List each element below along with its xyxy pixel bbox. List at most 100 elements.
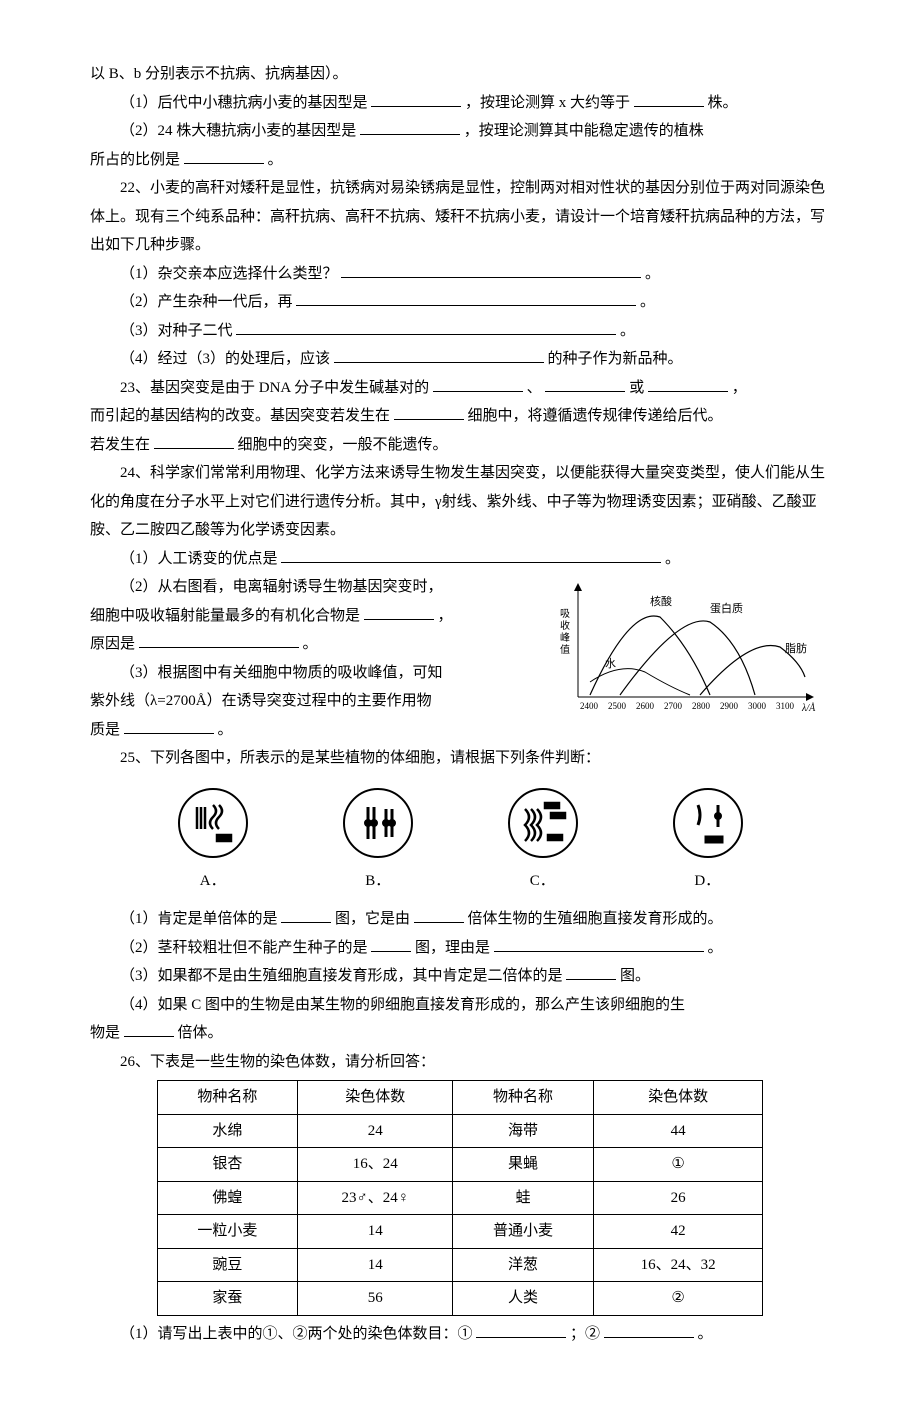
q25-4b: 物是 倍体。 <box>90 1019 830 1048</box>
svg-text:2700: 2700 <box>664 701 683 711</box>
blank[interactable] <box>566 964 616 980</box>
table-row: 银杏16、24果蝇① <box>157 1148 763 1182</box>
label-water: 水 <box>605 657 616 670</box>
table-row: 家蚕56人类② <box>157 1282 763 1316</box>
blank[interactable] <box>281 547 661 563</box>
text: 图。 <box>620 968 650 984</box>
q25-4a: （4）如果 C 图中的生物是由某生物的卵细胞直接发育形成的，那么产生该卵细胞的生 <box>90 991 830 1020</box>
q22-3: （3）对种子二代 。 <box>90 317 830 346</box>
blank[interactable] <box>341 262 641 278</box>
q22-1: （1）杂交亲本应选择什么类型？ 。 <box>90 260 830 289</box>
text: 细胞中的突变，一般不能遗传。 <box>238 437 448 453</box>
blank[interactable] <box>296 290 636 306</box>
th: 染色体数 <box>593 1081 763 1115</box>
blank[interactable] <box>494 936 704 952</box>
text: 。 <box>640 294 655 310</box>
text: 倍体生物的生殖细胞直接发育形成的。 <box>468 911 723 927</box>
blank[interactable] <box>334 347 544 363</box>
text: 。 <box>620 323 635 339</box>
blank[interactable] <box>236 319 616 335</box>
text: ， <box>732 380 747 396</box>
label-d: D． <box>694 867 720 896</box>
label-protein: 蛋白质 <box>710 601 743 615</box>
q26-1: （1）请写出上表中的①、②两个处的染色体数目：① ；② 。 <box>90 1320 830 1349</box>
text: 。 <box>303 636 318 652</box>
blank[interactable] <box>281 907 331 923</box>
cell-a-icon <box>173 783 253 863</box>
q23-line1: 23、基因突变是由于 DNA 分子中发生碱基对的 、 或 ， <box>90 374 830 403</box>
table-row: 豌豆14洋葱16、24、32 <box>157 1248 763 1282</box>
q23-line3: 若发生在 细胞中的突变，一般不能遗传。 <box>90 431 830 460</box>
text: （4）经过（3）的处理后，应该 <box>120 351 330 367</box>
cell-labels: A． B． C． D． <box>130 867 790 896</box>
absorption-chart: 吸收峰值 核酸 蛋白质 水 脂肪 2400 2500 2600 2700 280… <box>550 577 830 738</box>
text: 而引起的基因结构的改变。基因突变若发生在 <box>90 408 390 424</box>
blank[interactable] <box>364 604 434 620</box>
blank[interactable] <box>545 376 625 392</box>
text: （1）肯定是单倍体的是 <box>120 911 278 927</box>
text: ；② <box>570 1326 600 1342</box>
blank[interactable] <box>634 91 704 107</box>
text: 。 <box>708 940 723 956</box>
blank[interactable] <box>476 1322 566 1338</box>
blank[interactable] <box>648 376 728 392</box>
blank[interactable] <box>124 718 214 734</box>
blank[interactable] <box>139 632 299 648</box>
text: 。 <box>218 722 233 738</box>
text: 。 <box>645 266 660 282</box>
q23-line2: 而引起的基因结构的改变。基因突变若发生在 细胞中，将遵循遗传规律传递给后代。 <box>90 402 830 431</box>
blank[interactable] <box>414 907 464 923</box>
svg-text:2800: 2800 <box>692 701 711 711</box>
curve-protein <box>620 621 755 695</box>
text: 、 <box>527 380 542 396</box>
curve-water <box>590 669 690 695</box>
text: 物是 <box>90 1025 120 1041</box>
svg-text:3000: 3000 <box>748 701 767 711</box>
blank[interactable] <box>371 936 411 952</box>
text: 细胞中，将遵循遗传规律传递给后代。 <box>468 408 723 424</box>
text: ，按理论测算 x 大约等于 <box>465 95 630 111</box>
svg-text:3100: 3100 <box>776 701 795 711</box>
label-a: A． <box>200 867 226 896</box>
text: 或 <box>629 380 644 396</box>
q25-stem: 25、下列各图中，所表示的是某些植物的体细胞，请根据下列条件判断： <box>90 744 830 773</box>
text: 所占的比例是 <box>90 152 180 168</box>
text: 。 <box>698 1326 713 1342</box>
blank[interactable] <box>371 91 461 107</box>
text: （2）产生杂种一代后，再 <box>120 294 293 310</box>
table-row: 一粒小麦14普通小麦42 <box>157 1215 763 1249</box>
chromosome-table: 物种名称 染色体数 物种名称 染色体数 水绵24海带44 银杏16、24果蝇① … <box>157 1080 764 1316</box>
text: ， <box>438 608 453 624</box>
table-header-row: 物种名称 染色体数 物种名称 染色体数 <box>157 1081 763 1115</box>
blank[interactable] <box>433 376 523 392</box>
intro-line: 以 B、b 分别表示不抗病、抗病基因）。 <box>90 60 830 89</box>
x-unit: λ/Å <box>801 702 816 714</box>
q22-4: （4）经过（3）的处理后，应该 的种子作为新品种。 <box>90 345 830 374</box>
cell-diagrams <box>130 783 790 863</box>
table-row: 水绵24海带44 <box>157 1114 763 1148</box>
q21-2b: 所占的比例是 。 <box>90 146 830 175</box>
text: （2）24 株大穗抗病小麦的基因型是 <box>120 123 356 139</box>
th: 染色体数 <box>298 1081 453 1115</box>
label-fat: 脂肪 <box>785 641 807 655</box>
text: ，按理论测算其中能稳定遗传的植株 <box>464 123 704 139</box>
q24-stem: 24、科学家们常常利用物理、化学方法来诱导生物发生基因突变，以便能获得大量突变类… <box>90 459 830 545</box>
blank[interactable] <box>154 433 234 449</box>
blank[interactable] <box>604 1322 694 1338</box>
q25-1: （1）肯定是单倍体的是 图，它是由 倍体生物的生殖细胞直接发育形成的。 <box>90 905 830 934</box>
text: （1）人工诱变的优点是 <box>120 551 278 567</box>
text: 细胞中吸收辐射能量最多的有机化合物是 <box>90 608 360 624</box>
text: 若发生在 <box>90 437 150 453</box>
text: （1）请写出上表中的①、②两个处的染色体数目：① <box>120 1326 473 1342</box>
cell-d-icon <box>668 783 748 863</box>
svg-text:2900: 2900 <box>720 701 739 711</box>
blank[interactable] <box>394 404 464 420</box>
table-row: 佛蝗23♂、24♀蛙26 <box>157 1181 763 1215</box>
blank[interactable] <box>360 119 460 135</box>
text: 质是 <box>90 722 120 738</box>
text: 23、基因突变是由于 DNA 分子中发生碱基对的 <box>120 380 429 396</box>
blank[interactable] <box>184 148 264 164</box>
svg-text:2600: 2600 <box>636 701 655 711</box>
blank[interactable] <box>124 1021 174 1037</box>
text: （3）对种子二代 <box>120 323 233 339</box>
